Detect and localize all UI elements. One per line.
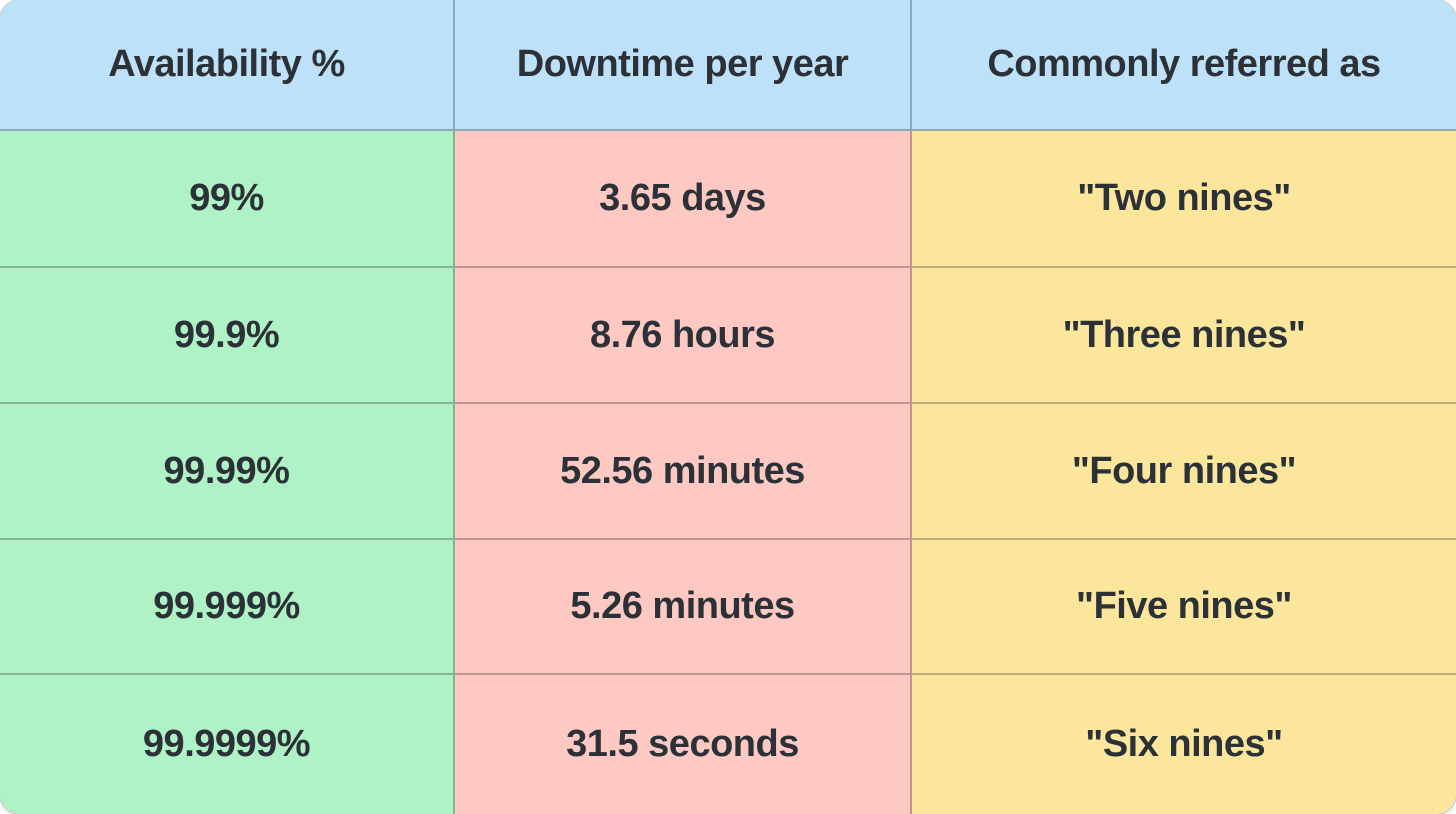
column-header-referred: Commonly referred as (912, 0, 1456, 131)
referred-as-cell: "Six nines" (912, 675, 1456, 814)
availability-cell: 99.9% (0, 268, 455, 404)
column-header-availability: Availability % (0, 0, 455, 131)
referred-as-cell: "Two nines" (912, 131, 1456, 268)
downtime-cell: 8.76 hours (455, 268, 912, 404)
downtime-cell: 5.26 minutes (455, 540, 912, 675)
column-header-downtime: Downtime per year (455, 0, 912, 131)
availability-cell: 99.999% (0, 540, 455, 675)
referred-as-cell: "Four nines" (912, 404, 1456, 540)
referred-as-cell: "Three nines" (912, 268, 1456, 404)
referred-as-cell: "Five nines" (912, 540, 1456, 675)
downtime-cell: 3.65 days (455, 131, 912, 268)
availability-cell: 99.99% (0, 404, 455, 540)
availability-cell: 99.9999% (0, 675, 455, 814)
downtime-cell: 31.5 seconds (455, 675, 912, 814)
availability-cell: 99% (0, 131, 455, 268)
downtime-cell: 52.56 minutes (455, 404, 912, 540)
